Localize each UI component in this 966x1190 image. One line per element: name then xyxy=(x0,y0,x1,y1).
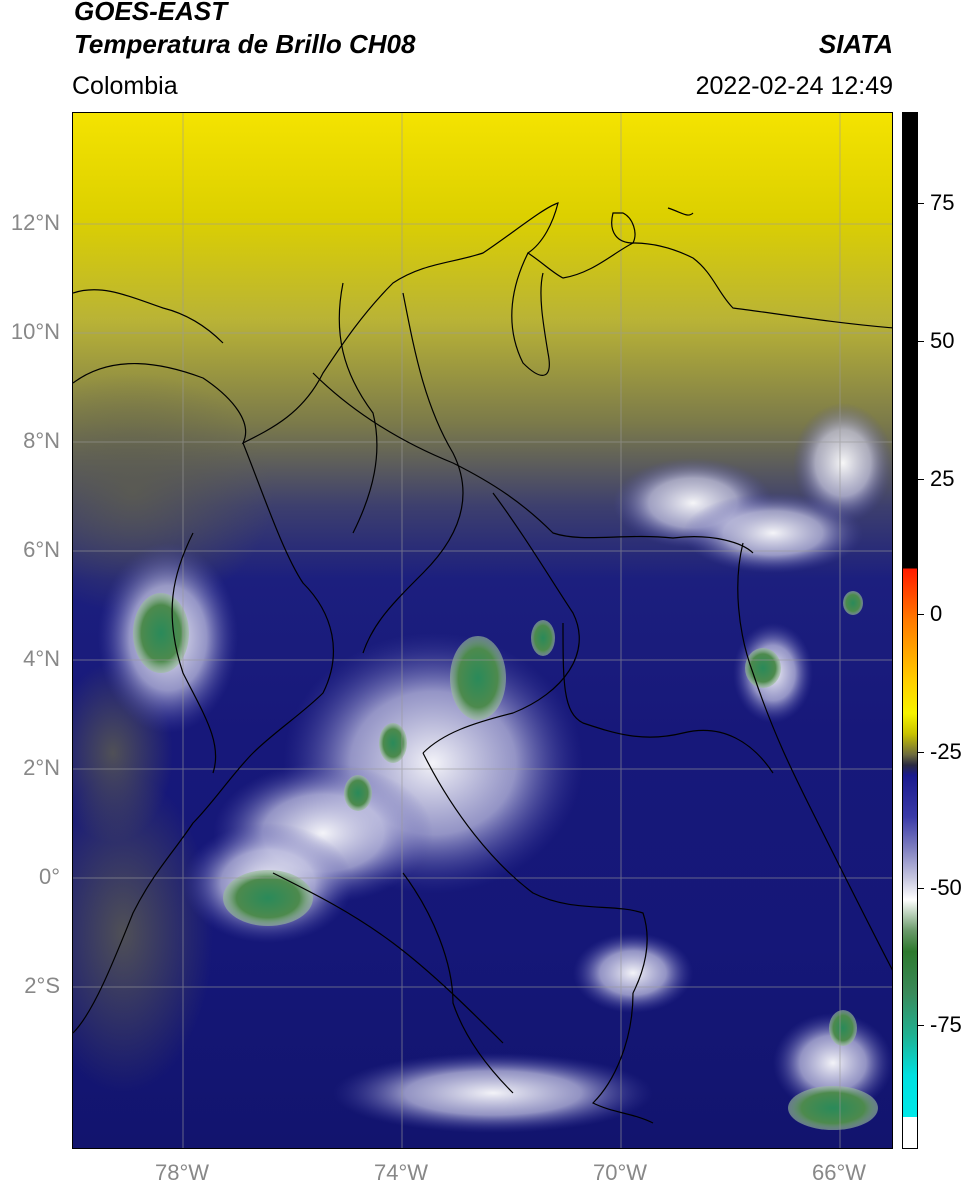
lat-tick-4n: 4°N xyxy=(23,646,60,671)
title-line-2: Temperatura de Brillo CH08 xyxy=(74,29,416,59)
colorbar-tickmark-0 xyxy=(918,614,924,615)
colorbar-label-50: 50 xyxy=(930,328,955,353)
lat-tick-6n: 6°N xyxy=(23,537,60,562)
colorbar xyxy=(902,112,918,1149)
lon-tick-78w: 78°W xyxy=(154,1160,210,1185)
lon-tick-66w: 66°W xyxy=(811,1160,867,1185)
lat-tick-2n: 2°N xyxy=(23,755,60,780)
colorbar-label-neg75: -75 xyxy=(930,1012,962,1037)
map-canvas xyxy=(73,113,892,1148)
lat-tick-0: 0° xyxy=(38,864,60,889)
colorbar-tickmark-25 xyxy=(918,479,924,480)
lat-tick-2s: 2°S xyxy=(24,973,60,998)
colorbar-label-25: 25 xyxy=(930,466,955,491)
region-label: Colombia xyxy=(72,72,178,100)
colorbar-label-0: 0 xyxy=(930,601,943,626)
lat-tick-10n: 10°N xyxy=(10,319,60,344)
colorbar-tickmark-neg50 xyxy=(918,888,924,889)
datetime-label: 2022-02-24 12:49 xyxy=(695,72,893,100)
title-line-1: GOES-EAST xyxy=(74,0,228,26)
lon-tick-70w: 70°W xyxy=(592,1160,648,1185)
source-label: SIATA xyxy=(818,29,893,59)
colorbar-tickmark-neg75 xyxy=(918,1025,924,1026)
colorbar-label-75: 75 xyxy=(930,190,955,215)
lon-tick-74w: 74°W xyxy=(373,1160,429,1185)
lat-tick-8n: 8°N xyxy=(23,428,60,453)
lat-tick-12n: 12°N xyxy=(10,210,60,235)
colorbar-label-neg50: -50 xyxy=(930,875,962,900)
colorbar-tickmark-75 xyxy=(918,203,924,204)
satellite-map[interactable] xyxy=(72,112,893,1149)
colorbar-tickmark-50 xyxy=(918,341,924,342)
deep-convection-cores xyxy=(133,591,878,1130)
gridlines xyxy=(73,113,892,1148)
colorbar-label-neg25: -25 xyxy=(930,739,962,764)
borders-and-coastlines xyxy=(73,202,892,1124)
colorbar-tickmark-neg25 xyxy=(918,752,924,753)
